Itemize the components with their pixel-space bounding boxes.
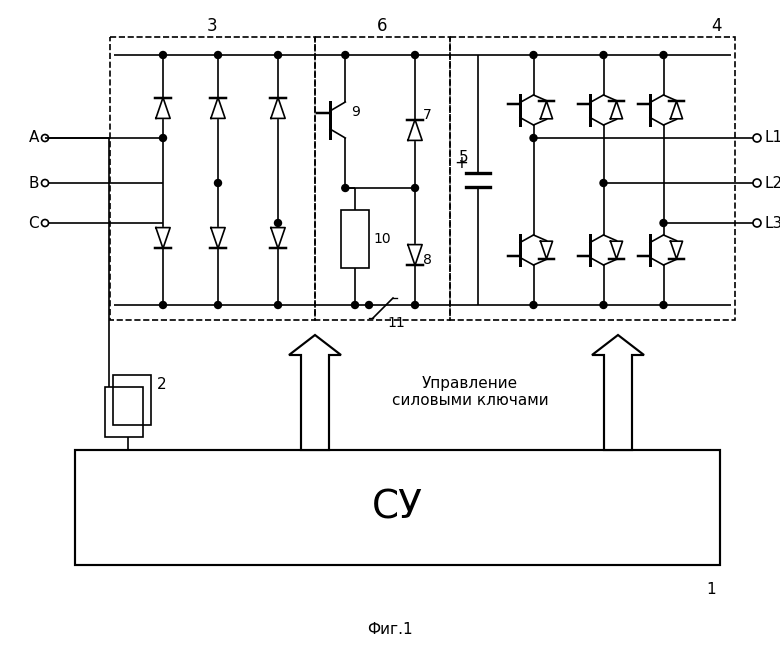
Polygon shape (271, 228, 285, 248)
Text: Управление
силовыми ключами: Управление силовыми ключами (392, 376, 548, 408)
Polygon shape (156, 98, 170, 118)
Circle shape (215, 52, 222, 58)
Polygon shape (408, 244, 422, 266)
Polygon shape (211, 98, 225, 118)
Polygon shape (671, 101, 682, 119)
Polygon shape (671, 241, 682, 259)
Text: 2: 2 (157, 377, 167, 392)
Text: 9: 9 (351, 105, 360, 119)
Circle shape (352, 301, 359, 309)
Text: 6: 6 (378, 17, 388, 35)
Circle shape (660, 220, 667, 226)
Text: СУ: СУ (372, 489, 423, 527)
Circle shape (159, 52, 166, 58)
Circle shape (530, 301, 537, 309)
Circle shape (530, 52, 537, 58)
Circle shape (342, 52, 349, 58)
Polygon shape (611, 241, 622, 259)
Text: 3: 3 (207, 17, 218, 35)
Polygon shape (156, 228, 170, 248)
Polygon shape (592, 335, 644, 450)
Text: 1: 1 (707, 582, 716, 597)
Polygon shape (611, 101, 622, 119)
Circle shape (412, 52, 419, 58)
Polygon shape (541, 101, 552, 119)
Polygon shape (541, 241, 552, 259)
Circle shape (159, 301, 166, 309)
Polygon shape (289, 335, 341, 450)
Circle shape (366, 301, 373, 309)
Circle shape (275, 220, 282, 226)
Polygon shape (211, 228, 225, 248)
Polygon shape (408, 120, 422, 140)
Text: 4: 4 (711, 17, 722, 35)
Text: L1: L1 (764, 131, 780, 145)
Text: 8: 8 (423, 253, 432, 267)
Circle shape (600, 301, 607, 309)
Circle shape (159, 135, 166, 141)
Bar (341, 210, 369, 268)
Text: А: А (29, 131, 39, 145)
Circle shape (600, 179, 607, 187)
Circle shape (530, 135, 537, 141)
Bar (75, 450, 720, 565)
Text: В: В (29, 175, 39, 191)
Bar (105, 387, 143, 437)
Text: 5: 5 (459, 151, 468, 165)
Text: 10: 10 (373, 232, 391, 246)
Text: 7: 7 (423, 108, 432, 122)
Text: С: С (28, 216, 39, 230)
Text: L3: L3 (764, 216, 780, 230)
Circle shape (215, 179, 222, 187)
Circle shape (660, 301, 667, 309)
Text: Фиг.1: Фиг.1 (367, 623, 413, 637)
Circle shape (412, 185, 419, 191)
Circle shape (275, 52, 282, 58)
Circle shape (215, 301, 222, 309)
Polygon shape (271, 98, 285, 118)
Circle shape (660, 52, 667, 58)
Bar (113, 375, 151, 425)
Circle shape (600, 52, 607, 58)
Circle shape (342, 185, 349, 191)
Circle shape (412, 301, 419, 309)
Circle shape (275, 301, 282, 309)
Text: +: + (454, 154, 468, 172)
Text: 11: 11 (387, 316, 405, 330)
Text: L2: L2 (764, 175, 780, 191)
